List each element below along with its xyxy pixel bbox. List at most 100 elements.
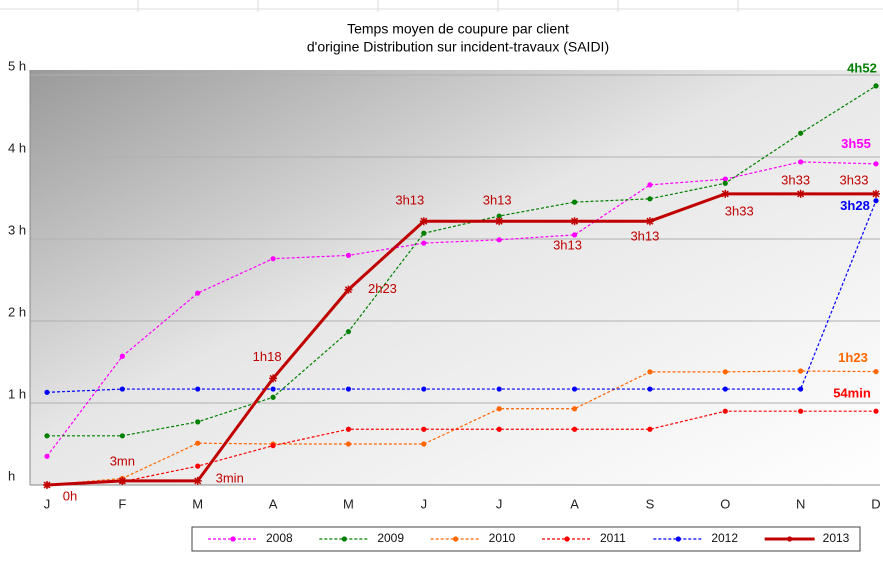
marker — [798, 130, 804, 136]
data-label: 3h13 — [483, 193, 512, 208]
marker — [645, 217, 654, 226]
series-line — [46, 161, 877, 457]
marker — [345, 386, 352, 392]
marker — [798, 159, 804, 165]
data-label: 4h52 — [847, 60, 877, 75]
marker — [722, 369, 728, 375]
data-label: 1h18 — [253, 349, 282, 364]
marker — [496, 386, 502, 392]
marker — [496, 213, 502, 219]
data-label: 54min — [833, 386, 871, 401]
legend-marker — [675, 536, 681, 542]
marker — [647, 426, 653, 432]
y-tick-label: 3 h — [8, 222, 26, 237]
x-tick-label: M — [343, 496, 354, 511]
marker — [647, 182, 653, 188]
x-tick-label: J — [44, 496, 51, 511]
marker — [873, 83, 879, 89]
data-label: 1h23 — [838, 350, 868, 365]
x-tick-label: F — [118, 496, 126, 511]
marker — [721, 189, 730, 198]
x-tick-label: D — [871, 496, 880, 511]
marker — [421, 386, 427, 392]
y-tick-label: 1 h — [8, 386, 26, 401]
marker — [722, 386, 728, 392]
data-label: 3h33 — [781, 172, 810, 187]
series-line — [46, 410, 876, 486]
marker — [421, 441, 427, 447]
marker — [798, 408, 804, 414]
marker — [44, 453, 50, 459]
marker — [119, 386, 125, 392]
data-label: 3h13 — [553, 238, 582, 253]
marker — [119, 433, 125, 439]
marker — [269, 374, 278, 383]
marker — [798, 386, 804, 392]
x-tick-label: A — [570, 496, 579, 511]
marker — [796, 189, 805, 198]
legend-label: 2009 — [377, 531, 404, 545]
marker — [647, 196, 653, 202]
x-tick-label: O — [720, 496, 730, 511]
y-tick-label: 4 h — [8, 140, 26, 155]
marker — [270, 443, 276, 449]
x-tick-label: J — [496, 496, 503, 511]
marker — [43, 481, 51, 489]
marker — [873, 198, 879, 204]
data-label: 3h13 — [630, 229, 659, 244]
marker — [873, 408, 879, 414]
marker — [647, 386, 653, 392]
marker — [421, 426, 427, 432]
plot-area — [30, 70, 880, 485]
marker — [873, 368, 879, 375]
marker — [345, 252, 352, 258]
data-label: 3h33 — [725, 203, 754, 218]
x-tick-label: A — [269, 496, 278, 511]
marker — [270, 386, 276, 392]
marker — [496, 237, 502, 243]
marker — [722, 176, 728, 182]
marker — [571, 406, 578, 412]
marker — [195, 386, 201, 392]
marker — [873, 161, 879, 167]
marker — [345, 441, 352, 447]
marker — [571, 199, 578, 205]
marker — [344, 285, 353, 294]
marker — [193, 476, 202, 485]
data-label: 3min — [216, 470, 244, 485]
data-label: 0h — [63, 488, 77, 503]
marker — [570, 217, 579, 226]
marker — [419, 217, 428, 226]
marker — [345, 426, 352, 432]
marker — [495, 217, 504, 226]
marker — [722, 180, 728, 186]
marker — [44, 433, 50, 439]
x-tick-label: M — [192, 496, 203, 511]
series-line — [46, 200, 877, 393]
data-label: 3h28 — [840, 198, 870, 213]
marker — [722, 408, 728, 414]
legend-marker — [341, 536, 347, 542]
data-label: 3h55 — [841, 136, 871, 151]
legend — [191, 526, 861, 552]
marker — [421, 240, 427, 246]
chart-title: d'origine Distribution sur incident-trav… — [307, 39, 609, 55]
marker — [571, 426, 578, 432]
marker — [421, 230, 427, 236]
marker — [571, 232, 578, 238]
marker — [345, 329, 352, 335]
marker — [571, 386, 578, 392]
data-label: 3mn — [110, 453, 135, 468]
marker — [195, 463, 201, 469]
y-tick-label: h — [8, 468, 15, 483]
legend-label: 2010 — [489, 531, 516, 545]
series-line — [46, 192, 876, 487]
legend-label: 2012 — [711, 531, 738, 545]
x-tick-label: J — [421, 496, 428, 511]
sheet-grid — [0, 0, 883, 12]
data-label: 3h33 — [840, 172, 869, 187]
x-tick-label: S — [646, 496, 655, 511]
marker — [195, 290, 201, 296]
data-label: 3h13 — [395, 193, 424, 208]
